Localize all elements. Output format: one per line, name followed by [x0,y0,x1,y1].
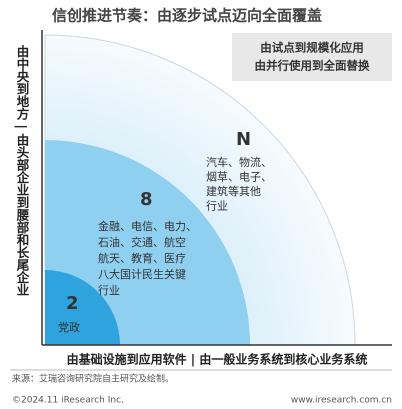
top-note: 由并行使用到全面替换 [255,59,370,73]
level-text: 党政 [58,320,80,334]
level-text: 航天、教育、医疗 [98,251,186,265]
level-text: 汽车、物流、 [206,155,272,169]
side-label: 由中央到地方 | 由头部企业到腰部和长尾企业 [15,44,30,296]
footer-right: www.iresearch.com.cn [291,396,392,406]
level-text: 行业 [98,284,120,297]
inner-ring [45,270,120,345]
top-note: 由试点到规模化应用 [260,41,364,55]
level-label: 2 [66,293,79,314]
bottom-label: 由基础设施到应用软件 | 由一般业务系统到核心业务系统 [67,352,368,367]
level-text: 金融、电信、电力、 [98,219,197,233]
level-label: N [236,129,251,150]
source: 来源：艾瑞咨询研究院自主研究及绘制。 [12,373,174,385]
level-text: 行业 [206,200,228,213]
level-label: 8 [140,189,153,210]
title: 信创推进节奏：由逐步试点迈向全面覆盖 [52,7,322,25]
level-text: 烟草、电子、 [206,170,272,184]
level-text: 石油、交通、航空 [98,235,186,249]
footer-left: ©2024.11 iResearch Inc. [12,396,124,406]
note-box [232,33,392,81]
level-text: 建筑等其他 [206,184,261,198]
level-text: 八大国计民生关键 [98,267,186,281]
